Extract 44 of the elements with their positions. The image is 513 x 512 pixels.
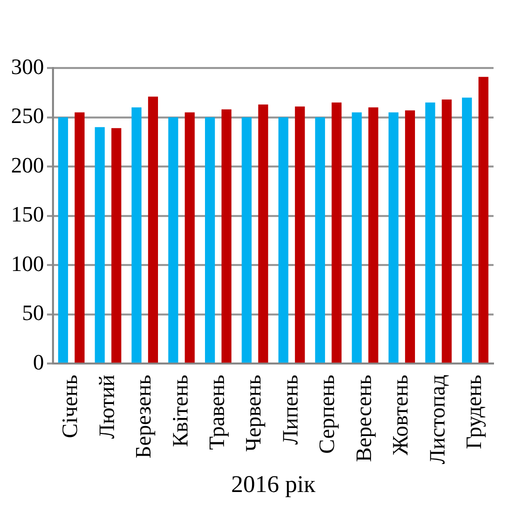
y-tick-label: 50 — [22, 300, 44, 326]
bar — [258, 104, 268, 363]
x-tick-label: Вересень — [350, 374, 376, 462]
bar — [111, 128, 122, 363]
bar — [58, 117, 68, 363]
x-tick-label: Серпень — [314, 374, 340, 454]
y-tick-label: 300 — [11, 54, 44, 79]
x-tick-label: Жовтень — [388, 374, 413, 456]
bar — [294, 106, 305, 363]
bar — [148, 96, 158, 363]
bar — [332, 102, 342, 363]
bar — [278, 117, 288, 363]
x-tick-label: Травень — [204, 374, 229, 450]
bar — [405, 110, 415, 363]
x-tick-label: Листопад — [424, 374, 450, 464]
bar — [74, 112, 85, 363]
x-axis-title: 2016 рік — [231, 472, 316, 498]
bar — [388, 112, 398, 363]
bar — [168, 117, 178, 363]
bar — [352, 112, 362, 363]
bar — [462, 98, 472, 363]
bar — [222, 109, 232, 363]
bar — [478, 76, 488, 363]
x-tick-label: Квітень — [167, 374, 192, 448]
y-tick-label: 150 — [11, 202, 44, 227]
y-tick-label: 100 — [11, 250, 44, 276]
x-tick-label: Липень — [277, 374, 302, 445]
x-tick-label: Січень — [57, 374, 82, 438]
bar — [368, 107, 378, 363]
y-tick-label: 200 — [11, 152, 44, 178]
y-tick-label: 0 — [33, 349, 44, 374]
bar — [315, 117, 326, 363]
x-tick-label: Червень — [240, 374, 266, 452]
bar — [442, 100, 452, 363]
bar — [94, 127, 105, 363]
x-tick-label: Грудень — [460, 374, 486, 450]
bar — [132, 107, 142, 363]
bar — [204, 117, 215, 363]
x-tick-label: Лютий — [94, 374, 119, 439]
bar — [184, 112, 195, 363]
bar — [242, 117, 252, 363]
y-tick-label: 250 — [11, 103, 44, 128]
bar — [425, 102, 436, 363]
x-tick-label: Березень — [130, 374, 156, 458]
